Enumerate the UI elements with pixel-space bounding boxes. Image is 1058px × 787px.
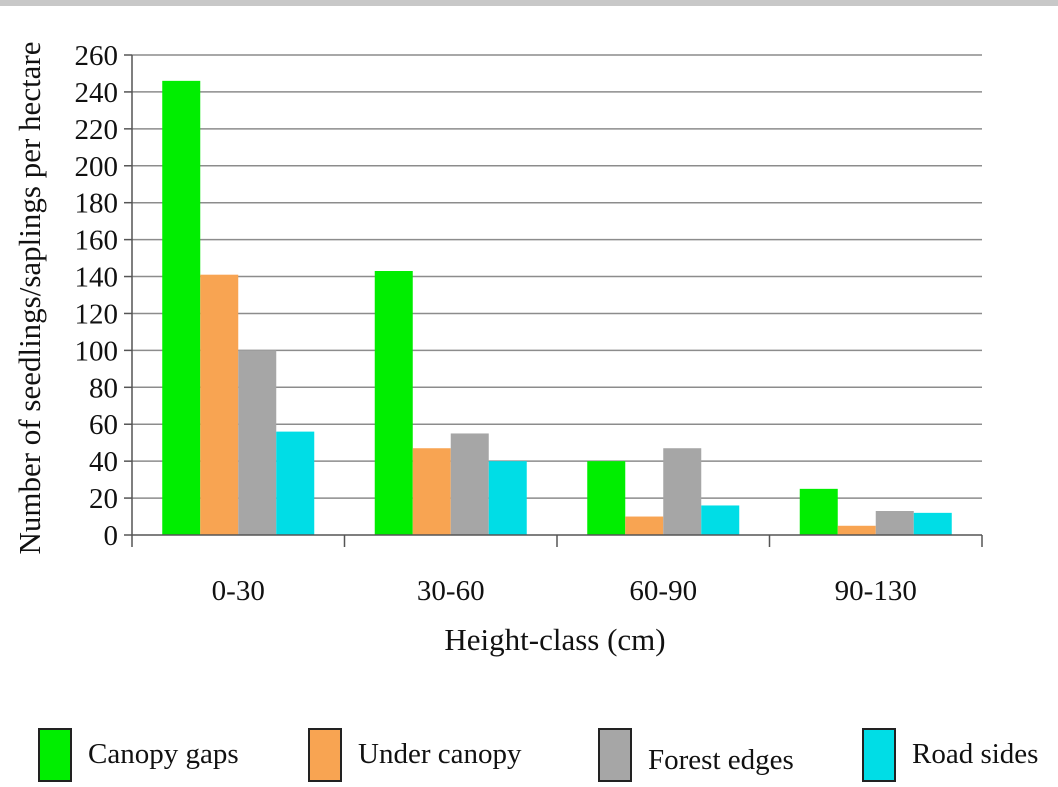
y-axis-label: Number of seedlings/saplings per hectare	[12, 41, 47, 554]
bar	[625, 516, 664, 535]
bar	[450, 433, 489, 535]
bar	[799, 488, 838, 535]
legend-swatch-road-sides	[862, 728, 896, 782]
bar	[587, 461, 626, 535]
bar	[238, 350, 277, 535]
top-border-bar	[0, 0, 1058, 6]
bar	[701, 505, 740, 535]
x-tick-label: 90-130	[835, 575, 917, 607]
bar	[837, 525, 876, 535]
y-tick-label: 200	[75, 151, 119, 183]
y-tick-label: 140	[75, 262, 119, 294]
legend-swatch-forest-edges	[598, 728, 632, 782]
y-tick-label: 100	[75, 335, 119, 367]
y-tick-label: 160	[75, 225, 119, 257]
bar	[488, 461, 527, 535]
bar	[875, 511, 914, 535]
x-tick-label: 0-30	[212, 575, 265, 607]
bar-chart: 0 20 40 60 80 100 120 140 160 180 200 220 240 260 0-3…	[12, 40, 983, 657]
bar	[276, 431, 315, 535]
bar	[374, 271, 413, 535]
legend-label: Road sides	[912, 738, 1039, 770]
legend-swatch-under-canopy	[308, 728, 342, 782]
y-tick-label: 40	[89, 446, 118, 478]
y-tick-label: 220	[75, 114, 119, 146]
y-tick-label: 60	[89, 409, 118, 441]
legend: Canopy gaps Under canopy Forest edges Ro…	[0, 726, 1058, 786]
y-tick-label: 120	[75, 298, 119, 330]
y-tick-label: 80	[89, 372, 118, 404]
bars	[162, 80, 952, 535]
x-tick-labels: 0-30 30-60 60-90 90-130	[212, 575, 917, 607]
x-axis-label: Height-class (cm)	[444, 622, 665, 657]
legend-label: Forest edges	[648, 744, 794, 776]
y-tick-label: 240	[75, 77, 119, 109]
bar	[200, 274, 239, 535]
bar	[162, 80, 201, 535]
y-tick-label: 0	[104, 520, 119, 552]
legend-label: Canopy gaps	[88, 738, 239, 770]
y-tick-labels: 0 20 40 60 80 100 120 140 160 180 200 220 240 260	[75, 40, 119, 552]
legend-label: Under canopy	[358, 738, 522, 770]
y-tick-label: 180	[75, 188, 119, 220]
bar	[913, 512, 952, 535]
x-tick-label: 30-60	[417, 575, 485, 607]
bar	[412, 448, 451, 535]
bar	[663, 448, 702, 535]
y-tick-label: 260	[75, 40, 119, 72]
x-tick-label: 60-90	[629, 575, 697, 607]
legend-swatch-canopy-gaps	[38, 728, 72, 782]
axes	[124, 54, 983, 547]
y-tick-label: 20	[89, 483, 118, 515]
